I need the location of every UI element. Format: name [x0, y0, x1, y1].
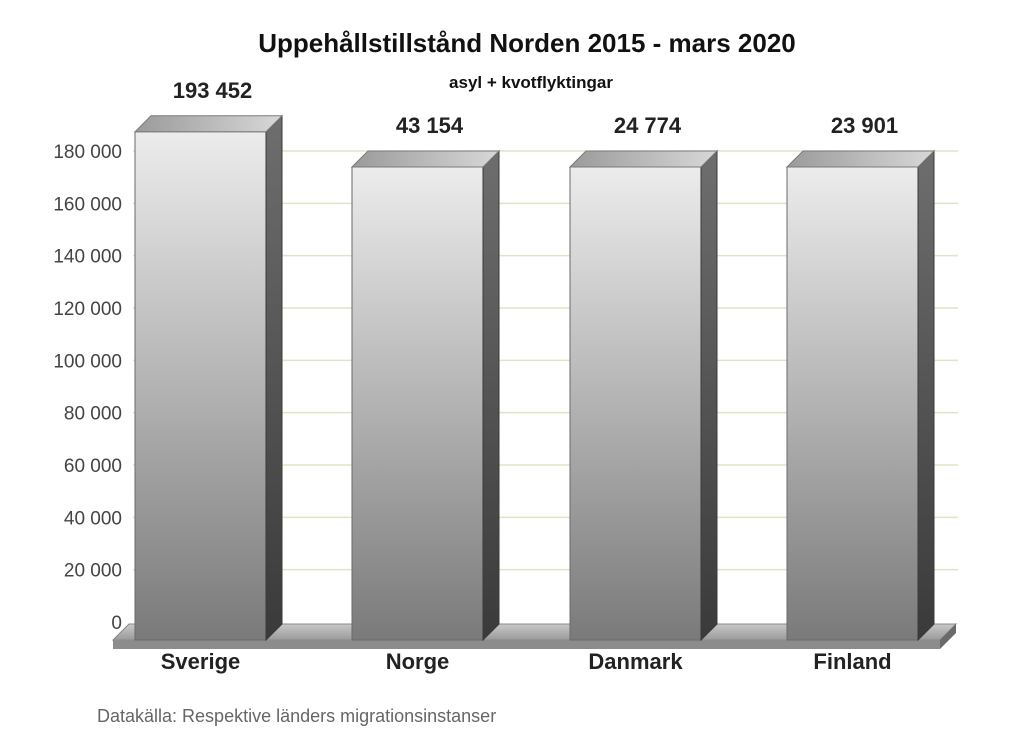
bar-norge	[350, 149, 501, 642]
bar-front	[134, 131, 267, 641]
y-tick-label: 100 000	[53, 351, 122, 372]
x-axis: Sverige Norge Danmark Finland	[161, 649, 892, 674]
floor-side	[940, 624, 956, 649]
data-label: 193 452	[173, 78, 253, 103]
bar-top	[568, 150, 719, 168]
bar-top	[350, 150, 501, 168]
floor-front	[113, 640, 940, 649]
data-label: 23 901	[831, 113, 898, 138]
chart-title: Uppehållstillstånd Norden 2015 - mars 20…	[258, 28, 796, 58]
y-tick-label: 0	[111, 613, 122, 634]
y-tick-label: 180 000	[53, 142, 122, 163]
y-tick-label: 160 000	[53, 194, 122, 215]
chart-floor	[111, 623, 958, 649]
bar-front	[569, 166, 702, 641]
bar-top	[785, 150, 936, 168]
y-tick-label: 140 000	[53, 247, 122, 268]
x-tick-label: Norge	[386, 649, 450, 674]
y-tick-label: 80 000	[64, 404, 122, 425]
bar-finland	[785, 149, 936, 642]
data-labels: 193 452 43 154 24 774 23 901	[173, 78, 898, 138]
source-note: Datakälla: Respektive länders migrations…	[97, 706, 496, 726]
bar-side	[700, 149, 718, 642]
bar-danmark	[568, 149, 719, 642]
data-label: 43 154	[396, 113, 464, 138]
y-tick-label: 20 000	[64, 561, 122, 582]
bar-side	[265, 114, 283, 642]
y-tick-label: 120 000	[53, 299, 122, 320]
bar-sverige	[133, 114, 284, 642]
chart-subtitle: asyl + kvotflyktingar	[449, 73, 613, 92]
bar-side	[482, 149, 500, 642]
bar-top	[133, 115, 284, 133]
bar-front	[786, 166, 919, 641]
x-tick-label: Danmark	[588, 649, 683, 674]
y-tick-label: 60 000	[64, 456, 122, 477]
bar-side	[917, 149, 935, 642]
x-tick-label: Sverige	[161, 649, 241, 674]
data-label: 24 774	[614, 113, 682, 138]
y-axis: 0 20 000 40 000 60 000 80 000 100 000 120 000 1…	[53, 142, 122, 634]
bar-front	[351, 166, 484, 641]
x-tick-label: Finland	[813, 649, 891, 674]
bars	[133, 114, 936, 642]
y-tick-label: 40 000	[64, 508, 122, 529]
